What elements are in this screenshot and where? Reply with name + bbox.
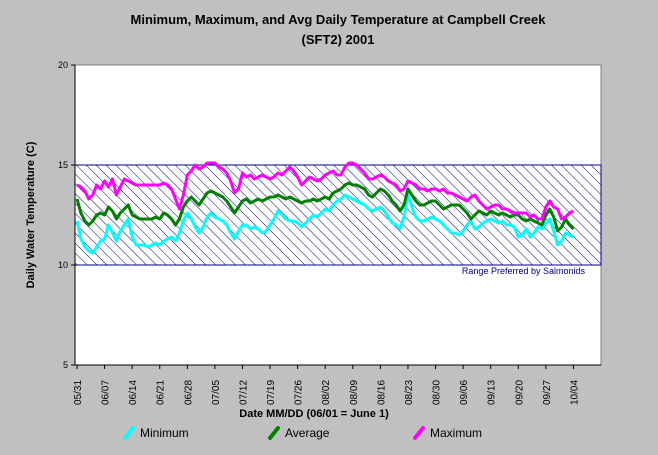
range-band (74, 164, 602, 266)
x-tick-label: 07/26 (294, 380, 305, 405)
legend-label: Average (285, 426, 330, 440)
x-tick-label: 08/16 (376, 380, 387, 405)
chart-title: (SFT2) 2001 (302, 32, 375, 47)
x-tick-label: 08/09 (349, 380, 360, 405)
series-line (75, 193, 575, 255)
series-line (75, 181, 575, 233)
legend-swatch (413, 426, 425, 440)
legend-label: Minimum (140, 426, 189, 440)
legend-swatch (268, 426, 280, 440)
x-tick-label: 08/02 (321, 380, 332, 405)
y-axis-label: Daily Water Temperature (C) (25, 141, 37, 288)
x-tick-label: 07/19 (266, 380, 277, 405)
legend-label: Maximum (430, 426, 482, 440)
y-tick-label: 20 (58, 60, 68, 70)
chart-title: Minimum, Maximum, and Avg Daily Temperat… (131, 12, 547, 27)
x-tick-label: 07/05 (211, 380, 222, 405)
series-line (76, 161, 575, 221)
x-tick-label: 06/14 (128, 380, 139, 405)
x-tick-label: 07/12 (238, 380, 249, 405)
x-tick-label: 05/31 (73, 380, 84, 405)
y-tick-label: 10 (58, 260, 68, 270)
y-tick-label: 15 (58, 160, 68, 170)
legend-swatch (123, 426, 135, 440)
x-tick-label: 10/04 (569, 380, 580, 405)
x-tick-label: 06/21 (156, 380, 167, 405)
x-tick-label: 06/28 (183, 380, 194, 405)
x-tick-label: 08/30 (432, 380, 443, 405)
x-axis-label: Date MM/DD (06/01 = June 1) (239, 408, 389, 420)
x-tick-label: 09/27 (542, 380, 553, 405)
x-tick-label: 08/23 (404, 380, 415, 405)
x-tick-label: 06/07 (101, 380, 112, 405)
x-tick-label: 09/06 (459, 380, 470, 405)
range-label: Range Preferred by Salmonids (462, 266, 586, 276)
x-tick-label: 09/20 (514, 380, 525, 405)
x-tick-label: 09/13 (487, 380, 498, 405)
y-tick-label: 5 (63, 360, 68, 370)
